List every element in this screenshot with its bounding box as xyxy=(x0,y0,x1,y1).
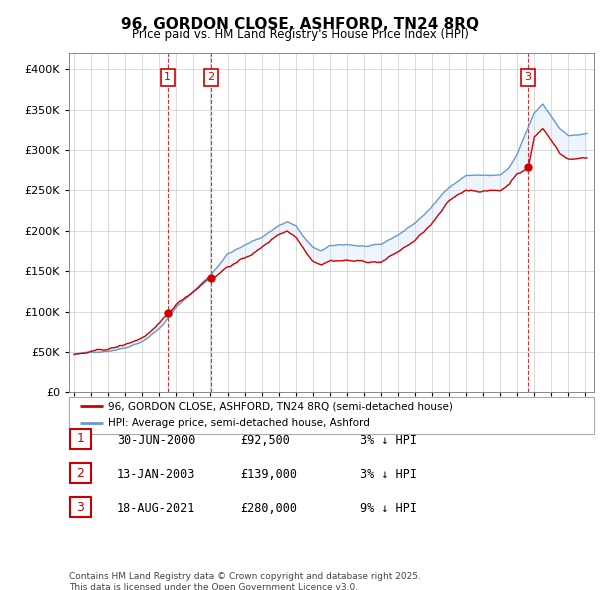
Text: Price paid vs. HM Land Registry's House Price Index (HPI): Price paid vs. HM Land Registry's House … xyxy=(131,28,469,41)
Text: 96, GORDON CLOSE, ASHFORD, TN24 8RQ: 96, GORDON CLOSE, ASHFORD, TN24 8RQ xyxy=(121,17,479,31)
Text: 2: 2 xyxy=(76,467,85,480)
Text: 3: 3 xyxy=(76,501,85,514)
Text: 1: 1 xyxy=(76,432,85,445)
Text: £92,500: £92,500 xyxy=(240,434,290,447)
Text: 18-AUG-2021: 18-AUG-2021 xyxy=(117,502,196,515)
Text: 3% ↓ HPI: 3% ↓ HPI xyxy=(360,434,417,447)
Text: Contains HM Land Registry data © Crown copyright and database right 2025.
This d: Contains HM Land Registry data © Crown c… xyxy=(69,572,421,590)
Text: 3% ↓ HPI: 3% ↓ HPI xyxy=(360,468,417,481)
Text: 2: 2 xyxy=(208,73,215,83)
Text: £280,000: £280,000 xyxy=(240,502,297,515)
Text: 96, GORDON CLOSE, ASHFORD, TN24 8RQ (semi-detached house): 96, GORDON CLOSE, ASHFORD, TN24 8RQ (sem… xyxy=(109,401,453,411)
Text: 3: 3 xyxy=(524,73,532,83)
Text: HPI: Average price, semi-detached house, Ashford: HPI: Average price, semi-detached house,… xyxy=(109,418,370,428)
Text: 9% ↓ HPI: 9% ↓ HPI xyxy=(360,502,417,515)
Text: 13-JAN-2003: 13-JAN-2003 xyxy=(117,468,196,481)
Text: 30-JUN-2000: 30-JUN-2000 xyxy=(117,434,196,447)
Text: £139,000: £139,000 xyxy=(240,468,297,481)
Text: 1: 1 xyxy=(164,73,171,83)
